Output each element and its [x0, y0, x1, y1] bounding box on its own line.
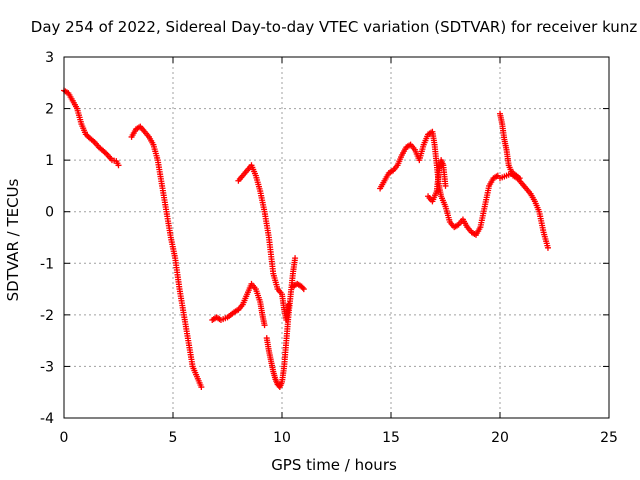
y-tick-label: 3: [45, 50, 54, 66]
y-tick-label: 1: [45, 153, 54, 169]
y-tick-label: -4: [40, 411, 54, 427]
data-point: [261, 322, 268, 329]
series-seg6: [235, 162, 292, 324]
y-tick-label: -2: [40, 308, 54, 324]
series-seg4: [263, 255, 299, 391]
series-seg3: [209, 280, 268, 329]
y-axis-label: SDTVAR / TECUs: [4, 178, 22, 301]
data-point: [544, 244, 551, 251]
data-point: [299, 284, 306, 291]
x-tick-label: 25: [600, 430, 618, 446]
series-seg10: [497, 170, 523, 182]
data-point: [300, 286, 307, 293]
x-tick-label: 15: [382, 430, 400, 446]
x-tick-label: 20: [491, 430, 509, 446]
x-axis-label: GPS time / hours: [271, 456, 397, 474]
series-seg5: [289, 280, 307, 293]
axis-ticks: 0 5 10 15 20 25 -4 -3 -2 -1 0 1 2 3: [40, 50, 618, 446]
series-seg7: [377, 128, 501, 238]
data-point: [115, 162, 122, 169]
y-tick-label: 2: [45, 102, 54, 118]
y-tick-label: -1: [40, 256, 54, 272]
data-series: [61, 87, 551, 391]
data-point: [285, 301, 292, 308]
y-tick-label: 0: [45, 205, 54, 221]
data-point: [198, 384, 205, 391]
y-tick-label: -3: [40, 359, 54, 375]
series-seg1: [61, 87, 122, 169]
x-tick-label: 5: [169, 430, 178, 446]
grid: [64, 57, 609, 418]
series-seg9: [497, 110, 551, 251]
x-tick-label: 10: [273, 430, 291, 446]
data-point: [516, 175, 523, 182]
data-point: [442, 182, 449, 189]
chart-title: Day 254 of 2022, Sidereal Day-to-day VTE…: [31, 18, 638, 36]
data-point: [292, 255, 299, 262]
series-seg8: [425, 157, 449, 205]
x-tick-label: 0: [60, 430, 69, 446]
plot-frame: [63, 56, 610, 419]
series-seg2: [128, 123, 205, 391]
